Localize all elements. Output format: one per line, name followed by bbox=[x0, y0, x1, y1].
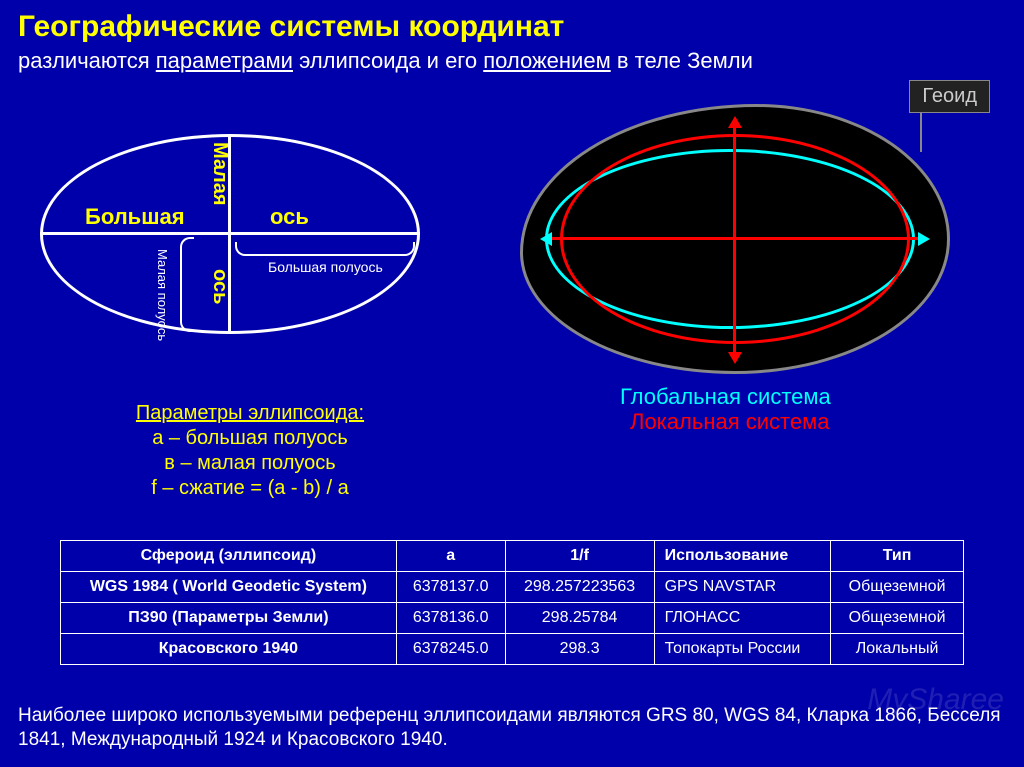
subtitle-u2: положением bbox=[483, 48, 611, 73]
right-geoid-figure: Геоид Глобальная система Локальная систе… bbox=[490, 74, 1000, 434]
subtitle: различаются параметрами эллипсоида и его… bbox=[0, 44, 1024, 74]
table-cell: 6378136.0 bbox=[396, 603, 505, 634]
table-cell: 298.257223563 bbox=[505, 572, 654, 603]
table-cell: WGS 1984 ( World Geodetic System) bbox=[61, 572, 397, 603]
global-system-label: Глобальная система bbox=[620, 384, 831, 410]
small-semiaxis-label: Малая полуось bbox=[155, 249, 170, 341]
spheroid-table: Сфероид (эллипсоид)a1/fИспользованиеТип … bbox=[60, 540, 964, 665]
table-cell: 298.25784 bbox=[505, 603, 654, 634]
geoid-label-box: Геоид bbox=[909, 80, 990, 113]
params-heading: Параметры эллипсоида: bbox=[70, 402, 430, 425]
subtitle-mid: эллипсоида и его bbox=[293, 48, 483, 73]
table-cell: Красовского 1940 bbox=[61, 634, 397, 665]
table-cell: Локальный bbox=[831, 634, 964, 665]
table-header: a bbox=[396, 541, 505, 572]
footer-text: Наиболее широко используемыми референц э… bbox=[18, 704, 1006, 753]
arrow-up-icon bbox=[728, 116, 742, 128]
big-semiaxis-brace bbox=[235, 242, 415, 256]
major-axis-label-right: ось bbox=[270, 204, 309, 230]
table-cell: ПЗ90 (Параметры Земли) bbox=[61, 603, 397, 634]
local-system-label: Локальная система bbox=[630, 409, 829, 435]
table-cell: 298.3 bbox=[505, 634, 654, 665]
table-cell: 6378245.0 bbox=[396, 634, 505, 665]
watermark: MySharee bbox=[867, 683, 1004, 717]
small-semiaxis-brace bbox=[180, 237, 194, 332]
table-cell: ГЛОНАСС bbox=[654, 603, 831, 634]
arrow-right-icon bbox=[918, 232, 930, 246]
table-header: Тип bbox=[831, 541, 964, 572]
page-title: Географические системы координат bbox=[0, 0, 1024, 44]
table-cell: 6378137.0 bbox=[396, 572, 505, 603]
table-cell: GPS NAVSTAR bbox=[654, 572, 831, 603]
major-axis-label-left: Большая bbox=[85, 204, 185, 230]
table-cell: Общеземной bbox=[831, 603, 964, 634]
table-header: Сфероид (эллипсоид) bbox=[61, 541, 397, 572]
table-row: WGS 1984 ( World Geodetic System)6378137… bbox=[61, 572, 964, 603]
subtitle-pre: различаются bbox=[18, 48, 156, 73]
param-f: f – сжатие = (a - b) / a bbox=[70, 477, 430, 500]
param-b: в – малая полуось bbox=[70, 452, 430, 475]
table-row: ПЗ90 (Параметры Земли)6378136.0298.25784… bbox=[61, 603, 964, 634]
minor-axis-label-top: Малая bbox=[208, 142, 231, 206]
table-cell: Общеземной bbox=[831, 572, 964, 603]
subtitle-post: в теле Земли bbox=[611, 48, 753, 73]
ellipsoid-params: Параметры эллипсоида: a – большая полуос… bbox=[70, 400, 430, 502]
table-cell: Топокарты России bbox=[654, 634, 831, 665]
table-row: Красовского 19406378245.0298.3Топокарты … bbox=[61, 634, 964, 665]
arrow-down-icon bbox=[728, 352, 742, 364]
diagram-row: Большая ось Малая ось Большая полуось Ма… bbox=[0, 74, 1024, 434]
minor-axis-label-bottom: ось bbox=[208, 269, 231, 304]
red-vertical-axis bbox=[733, 124, 736, 354]
table-header: Использование bbox=[654, 541, 831, 572]
arrow-left-icon bbox=[540, 232, 552, 246]
left-ellipse-figure: Большая ось Малая ось Большая полуось Ма… bbox=[30, 104, 450, 384]
big-semiaxis-label: Большая полуось bbox=[268, 259, 383, 275]
table-header: 1/f bbox=[505, 541, 654, 572]
param-a: a – большая полуось bbox=[70, 427, 430, 450]
subtitle-u1: параметрами bbox=[156, 48, 293, 73]
